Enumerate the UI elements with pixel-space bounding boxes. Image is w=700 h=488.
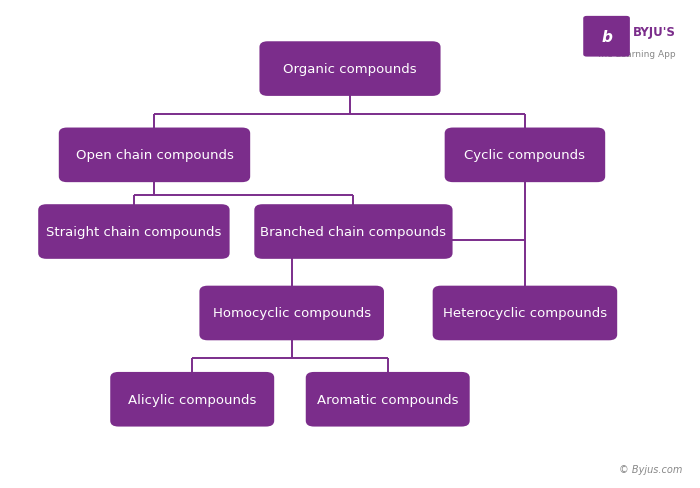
Text: Homocyclic compounds: Homocyclic compounds: [213, 307, 371, 320]
FancyBboxPatch shape: [306, 372, 470, 427]
Text: BYJU'S: BYJU'S: [633, 26, 676, 40]
Text: Straight chain compounds: Straight chain compounds: [46, 225, 222, 239]
Text: Open chain compounds: Open chain compounds: [76, 149, 233, 162]
Text: Heterocyclic compounds: Heterocyclic compounds: [443, 307, 607, 320]
Text: The Learning App: The Learning App: [596, 50, 676, 60]
FancyBboxPatch shape: [260, 42, 440, 97]
FancyBboxPatch shape: [110, 372, 274, 427]
Text: Organic compounds: Organic compounds: [284, 63, 416, 76]
FancyBboxPatch shape: [59, 128, 250, 183]
Text: Cyclic compounds: Cyclic compounds: [464, 149, 585, 162]
FancyBboxPatch shape: [38, 205, 230, 259]
FancyBboxPatch shape: [444, 128, 606, 183]
FancyBboxPatch shape: [433, 286, 617, 341]
Text: © Byjus.com: © Byjus.com: [620, 465, 682, 474]
Text: Alicylic compounds: Alicylic compounds: [128, 393, 256, 406]
Text: Aromatic compounds: Aromatic compounds: [317, 393, 458, 406]
FancyBboxPatch shape: [199, 286, 384, 341]
FancyBboxPatch shape: [254, 205, 453, 259]
Text: Branched chain compounds: Branched chain compounds: [260, 225, 447, 239]
Text: b: b: [601, 30, 612, 45]
FancyBboxPatch shape: [583, 17, 630, 58]
